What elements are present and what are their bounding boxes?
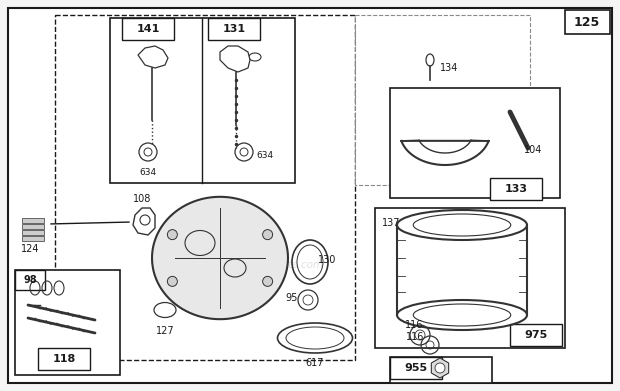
Bar bbox=[22, 236, 44, 241]
Text: 116: 116 bbox=[406, 332, 424, 342]
Circle shape bbox=[167, 276, 177, 286]
Text: eReplacementParts.com: eReplacementParts.com bbox=[197, 260, 324, 270]
Bar bbox=[110, 18, 295, 183]
Text: 955: 955 bbox=[404, 363, 428, 373]
Text: 104: 104 bbox=[524, 145, 542, 155]
Bar bbox=[208, 18, 260, 40]
Bar bbox=[122, 18, 174, 40]
Text: 108: 108 bbox=[133, 194, 151, 204]
Bar bbox=[55, 15, 355, 360]
Text: 131: 131 bbox=[223, 24, 246, 34]
Bar bbox=[355, 15, 530, 185]
Text: 125: 125 bbox=[574, 16, 600, 29]
Text: 634: 634 bbox=[140, 168, 157, 177]
Polygon shape bbox=[138, 46, 168, 68]
Bar bbox=[390, 88, 560, 198]
Bar bbox=[22, 230, 44, 235]
Bar bbox=[510, 324, 562, 346]
Bar bbox=[38, 348, 90, 370]
Polygon shape bbox=[432, 358, 449, 378]
Bar bbox=[565, 10, 610, 34]
Text: 617: 617 bbox=[306, 358, 324, 368]
Bar bbox=[22, 224, 44, 229]
Circle shape bbox=[263, 276, 273, 286]
Text: 133: 133 bbox=[505, 184, 528, 194]
Text: 137: 137 bbox=[382, 218, 401, 228]
Text: 124: 124 bbox=[20, 244, 39, 254]
Circle shape bbox=[435, 363, 445, 373]
Text: 975: 975 bbox=[525, 330, 547, 340]
Text: 118: 118 bbox=[52, 354, 76, 364]
Bar bbox=[390, 357, 442, 379]
Bar bbox=[375, 208, 565, 348]
Circle shape bbox=[263, 230, 273, 240]
Text: 134: 134 bbox=[440, 63, 458, 73]
Circle shape bbox=[167, 230, 177, 240]
Text: 95: 95 bbox=[286, 293, 298, 303]
Bar bbox=[390, 360, 490, 382]
Bar bbox=[390, 357, 492, 383]
Text: 98: 98 bbox=[23, 275, 37, 285]
Bar bbox=[390, 358, 490, 380]
Bar bbox=[490, 178, 542, 200]
Text: 130: 130 bbox=[318, 255, 337, 265]
Bar bbox=[15, 270, 120, 375]
Polygon shape bbox=[133, 208, 155, 235]
Polygon shape bbox=[152, 197, 288, 319]
Text: 634: 634 bbox=[256, 151, 273, 160]
Text: 127: 127 bbox=[156, 326, 174, 336]
Text: 116: 116 bbox=[405, 320, 423, 330]
Bar bbox=[15, 270, 45, 290]
Text: 141: 141 bbox=[136, 24, 160, 34]
Polygon shape bbox=[220, 46, 250, 72]
Bar bbox=[22, 218, 44, 223]
